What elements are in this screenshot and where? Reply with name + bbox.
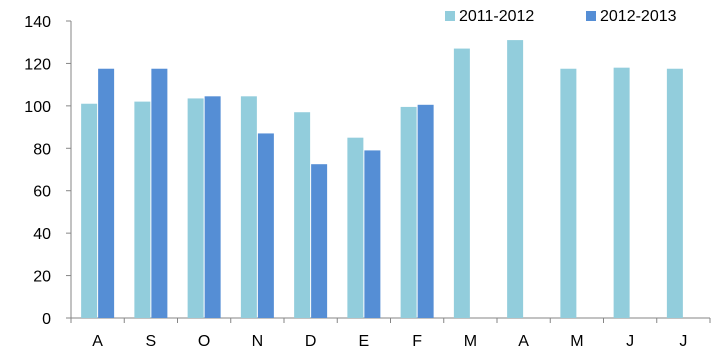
x-tick-label: J [679, 333, 687, 350]
bar-2011-2012 [347, 137, 364, 318]
y-tick-label: 80 [33, 141, 51, 158]
x-tick-label: O [198, 333, 210, 350]
legend-swatch [445, 11, 455, 21]
x-tick-label: N [252, 333, 264, 350]
bar-2011-2012 [400, 106, 417, 319]
y-axis: 0 20 40 60 80 100 120 140 [24, 14, 72, 328]
bar-2012-2013 [311, 164, 328, 318]
bar-2012-2013 [417, 104, 434, 319]
y-tick-label: 140 [24, 14, 51, 31]
y-tick-label: 0 [42, 311, 51, 328]
x-tick-label: M [570, 333, 583, 350]
legend-swatch [586, 11, 596, 21]
x-tick-label: J [626, 333, 634, 350]
x-tick-label: A [92, 333, 103, 350]
bar-2011-2012 [187, 98, 204, 318]
y-tick-label: 40 [33, 226, 51, 243]
bar-2011-2012 [560, 68, 577, 318]
bar-2012-2013 [204, 96, 221, 318]
x-tick-label: A [518, 333, 529, 350]
x-tick-label: E [359, 333, 370, 350]
legend: 2011-2012 2012-2013 [445, 8, 677, 25]
y-tick-label: 20 [33, 269, 51, 286]
bar-2011-2012 [81, 103, 98, 318]
bar-2011-2012 [507, 40, 524, 318]
x-tick-label: S [146, 333, 157, 350]
bar-2011-2012 [240, 96, 257, 318]
x-tick-label: F [412, 333, 422, 350]
y-tick-label: 120 [24, 56, 51, 73]
bar-2011-2012 [453, 48, 470, 318]
x-tick-label: M [464, 333, 477, 350]
legend-label: 2011-2012 [459, 8, 534, 25]
bars [81, 40, 683, 319]
x-tick-label: D [305, 333, 317, 350]
y-tick-label: 100 [24, 99, 51, 116]
bar-2012-2013 [364, 150, 381, 318]
bar-2012-2013 [151, 68, 168, 318]
bar-2012-2013 [257, 133, 274, 318]
bar-2011-2012 [294, 112, 311, 318]
bar-2011-2012 [666, 68, 683, 318]
legend-label: 2012-2013 [600, 8, 677, 25]
y-tick-label: 60 [33, 184, 51, 201]
bar-2012-2013 [98, 68, 115, 318]
bar-2011-2012 [134, 101, 151, 318]
bar-2011-2012 [613, 67, 630, 319]
